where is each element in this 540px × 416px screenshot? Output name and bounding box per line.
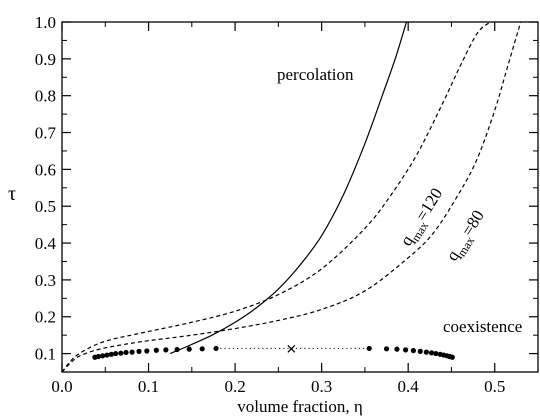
coexistence-point xyxy=(113,350,119,357)
x-tick-label: 0.5 xyxy=(484,377,505,396)
coexistence-point xyxy=(129,349,135,355)
coexistence-point xyxy=(410,348,416,354)
x-tick-label: 0.0 xyxy=(51,377,72,396)
x-tick-label: 0.2 xyxy=(224,377,245,396)
plot-frame xyxy=(61,21,539,373)
x-tick-label: 0.1 xyxy=(138,377,159,396)
coexistence-point xyxy=(383,346,390,352)
y-tick-label: 0.9 xyxy=(35,50,56,69)
coexistence-point xyxy=(417,348,423,354)
y-tick-label: 0.5 xyxy=(35,197,56,216)
x-axis-ticks: 0.0 0.1 0.2 0.3 0.4 0.5 xyxy=(51,22,505,396)
series-label-2: qmax=80 xyxy=(442,207,491,266)
y-axis-ticks: 0.1 0.2 0.3 0.4 0.5 0.6 0.7 0.8 0.9 1.0 xyxy=(35,13,538,364)
y-tick-label: 0.4 xyxy=(35,234,57,253)
coexistence-point xyxy=(174,346,180,353)
y-tick-label: 0.7 xyxy=(35,124,57,143)
series-label-rest: =80 xyxy=(458,207,488,240)
x-tick-label: 0.4 xyxy=(398,377,420,396)
coexistence-point xyxy=(163,347,169,353)
coexistence-point xyxy=(104,352,110,358)
y-axis-title: τ xyxy=(8,183,16,205)
coexistence-point xyxy=(428,350,435,356)
coexistence-point xyxy=(433,350,439,357)
y-tick-label: 1.0 xyxy=(35,13,56,32)
coexistence-point xyxy=(186,346,192,352)
series-label-percolation: percolation xyxy=(277,65,354,84)
coexistence-point xyxy=(394,346,400,352)
y-tick-label: 0.3 xyxy=(35,271,56,290)
coexistence-point xyxy=(153,347,159,353)
coexistence-point xyxy=(118,350,124,356)
series-line-2 xyxy=(62,22,522,372)
coexistence-point xyxy=(402,347,409,353)
coexistence-point xyxy=(144,348,150,354)
coexistence-point xyxy=(423,349,429,355)
y-tick-label: 0.2 xyxy=(35,308,56,327)
series-line-0 xyxy=(169,22,408,355)
y-tick-label: 0.6 xyxy=(35,160,56,179)
y-tick-label: 0.8 xyxy=(35,87,56,106)
coexistence-label: coexistence xyxy=(443,317,522,336)
coexistence-point xyxy=(100,353,106,359)
coexistence-point xyxy=(366,345,372,352)
coexistence-point xyxy=(95,353,101,360)
coexistence-point xyxy=(108,351,114,357)
series-label-1: qmax=120 xyxy=(396,185,450,252)
coexistence-point xyxy=(123,349,129,356)
plot-area xyxy=(62,22,522,372)
x-axis-title: volume fraction, η xyxy=(237,397,363,416)
critical-point-marker xyxy=(287,344,296,353)
x-tick-label: 0.3 xyxy=(311,377,332,396)
series-line-1 xyxy=(62,22,491,372)
coexistence-point xyxy=(449,354,455,360)
coexistence-point xyxy=(136,348,142,354)
series-label-rest: =120 xyxy=(412,185,447,225)
y-tick-label: 0.1 xyxy=(35,345,56,364)
coexistence-point xyxy=(199,346,205,352)
coexistence-point xyxy=(213,345,219,352)
